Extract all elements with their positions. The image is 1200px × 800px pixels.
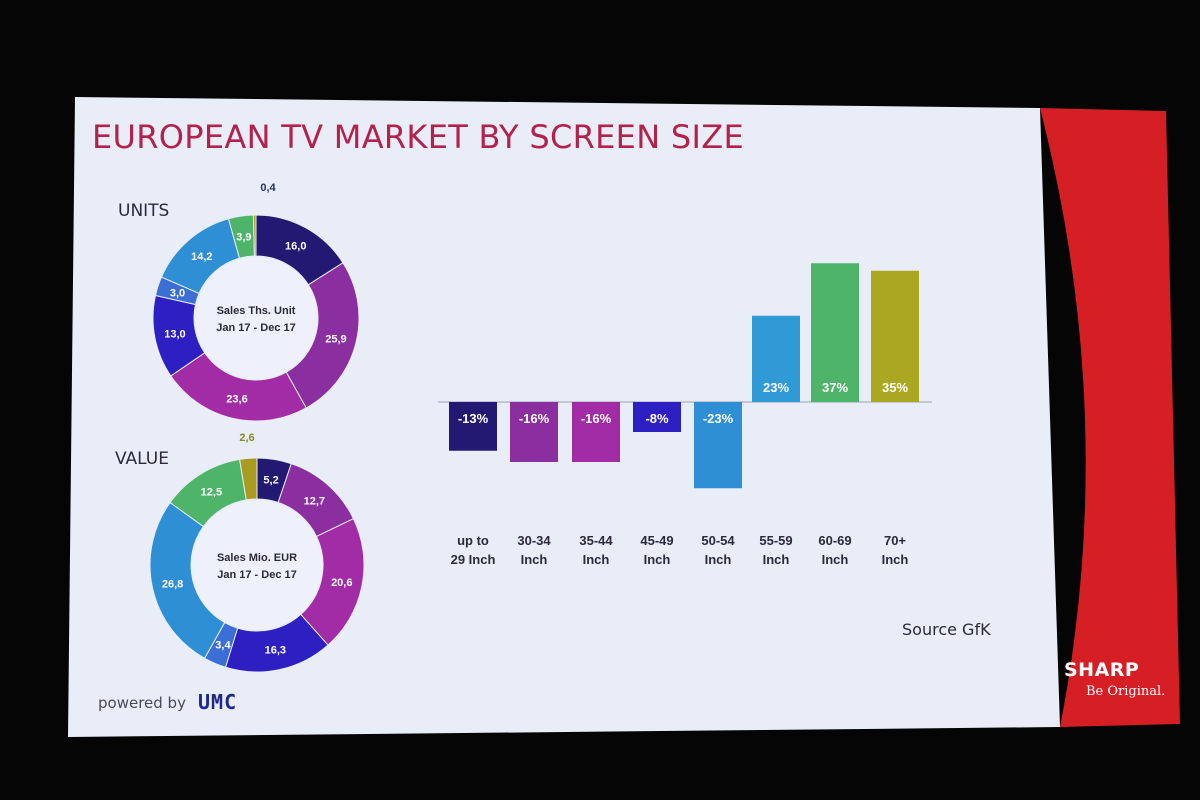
category-label: Inch — [763, 552, 790, 567]
source-note: Source GfK — [902, 620, 991, 639]
bar-value-label: 35% — [882, 380, 908, 395]
units-donut-chart: 16,0 25,9 23,6 13,0 3,0 14,2 3,9 0,4 Sales Ths. … — [152, 182, 360, 422]
category-label: 60-69 — [818, 533, 851, 548]
donut-hole — [192, 500, 322, 630]
donut-slice-label: 3,4 — [215, 640, 231, 652]
brand-tagline: Be Original. — [1086, 684, 1166, 699]
donut-slice-label: 14,2 — [191, 251, 212, 263]
value-donut-chart: 5,2 12,7 20,6 16,3 3,4 26,8 12,5 2,6 Sales Mio. … — [149, 432, 365, 673]
growth-bar-chart: -13% up to 29 Inch -16% 30-34 Inch -16% 35-44 In… — [438, 263, 932, 567]
bar — [572, 402, 620, 462]
donut-slice-label: 0,4 — [260, 182, 276, 194]
umc-logo: UMC — [198, 690, 238, 714]
donut-slice-label: 12,5 — [201, 487, 222, 499]
units-chart-title: UNITS — [118, 201, 170, 221]
bar — [633, 402, 681, 432]
donut-slice-label: 16,0 — [285, 241, 306, 253]
donut-slice-label: 13,0 — [164, 328, 185, 340]
donut-slice-label: 12,7 — [304, 495, 325, 507]
category-label: 70+ — [884, 533, 906, 548]
bar-value-label: 37% — [822, 380, 848, 395]
donut-slice-label: 20,6 — [331, 577, 352, 589]
powered-by-text: powered by — [98, 694, 186, 712]
bar-value-label: -13% — [458, 411, 489, 426]
donut-slice — [252, 214, 257, 257]
donut-slice-label: 26,8 — [162, 579, 183, 591]
donut-slice-label: 16,3 — [265, 645, 286, 657]
donut-center-label: Sales Mio. EUR — [217, 552, 297, 564]
donut-slice-label: 25,9 — [325, 333, 346, 345]
page-title: EUROPEAN TV MARKET BY SCREEN SIZE — [92, 118, 744, 156]
bar — [811, 263, 859, 402]
donut-slice-label: 3,9 — [236, 231, 251, 243]
category-label: 45-49 — [640, 533, 673, 548]
sharp-red-band — [1040, 108, 1180, 727]
bar — [694, 402, 742, 489]
donut-center-label: Sales Ths. Unit — [217, 305, 296, 317]
bar — [871, 270, 919, 402]
category-label: Inch — [822, 552, 849, 567]
bar-value-label: 23% — [763, 380, 789, 395]
bar-value-label: -8% — [645, 411, 669, 426]
category-label: Inch — [521, 552, 548, 567]
donut-slice-label: 2,6 — [239, 432, 254, 444]
bar — [510, 402, 558, 462]
category-label: 50-54 — [701, 533, 735, 548]
bar-value-label: -16% — [581, 411, 612, 426]
category-label: 30-34 — [517, 533, 551, 548]
donut-slice-label: 3,0 — [170, 288, 185, 300]
sharp-logo: SHARP — [1064, 659, 1140, 681]
category-label: Inch — [705, 552, 732, 567]
value-chart-title: VALUE — [115, 449, 169, 469]
donut-slice-label: 23,6 — [226, 393, 247, 405]
donut-slice — [239, 457, 258, 501]
category-label: 29 Inch — [451, 552, 496, 567]
donut-hole — [195, 257, 317, 379]
category-label: up to — [457, 533, 489, 548]
donut-slice-label: 5,2 — [263, 475, 278, 487]
donut-center-label: Jan 17 - Dec 17 — [216, 322, 296, 334]
bar — [449, 402, 497, 451]
category-label: Inch — [644, 552, 671, 567]
category-label: Inch — [882, 552, 909, 567]
bar-value-label: -23% — [703, 411, 734, 426]
bar-value-label: -16% — [519, 411, 550, 426]
bar — [752, 315, 800, 402]
donut-center-label: Jan 17 - Dec 17 — [217, 569, 297, 581]
category-label: 35-44 — [579, 533, 613, 548]
category-label: Inch — [583, 552, 610, 567]
category-label: 55-59 — [759, 533, 792, 548]
